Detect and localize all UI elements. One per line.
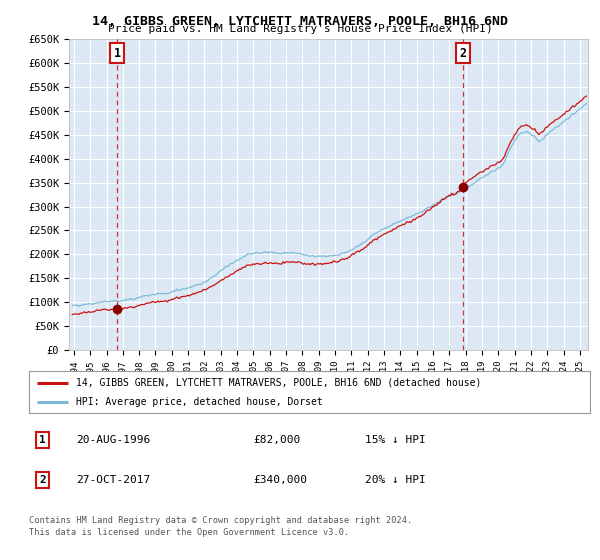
Text: 20% ↓ HPI: 20% ↓ HPI (365, 475, 426, 485)
Text: 27-OCT-2017: 27-OCT-2017 (76, 475, 151, 485)
Text: 1: 1 (40, 435, 46, 445)
Text: 1: 1 (113, 46, 121, 60)
Text: 14, GIBBS GREEN, LYTCHETT MATRAVERS, POOLE, BH16 6ND (detached house): 14, GIBBS GREEN, LYTCHETT MATRAVERS, POO… (76, 377, 482, 388)
Text: £340,000: £340,000 (253, 475, 307, 485)
Text: 2: 2 (459, 46, 466, 60)
Text: 20-AUG-1996: 20-AUG-1996 (76, 435, 151, 445)
Text: This data is licensed under the Open Government Licence v3.0.: This data is licensed under the Open Gov… (29, 528, 349, 536)
Text: Contains HM Land Registry data © Crown copyright and database right 2024.: Contains HM Land Registry data © Crown c… (29, 516, 412, 525)
Text: HPI: Average price, detached house, Dorset: HPI: Average price, detached house, Dors… (76, 397, 323, 407)
Text: 14, GIBBS GREEN, LYTCHETT MATRAVERS, POOLE, BH16 6ND: 14, GIBBS GREEN, LYTCHETT MATRAVERS, POO… (92, 15, 508, 27)
Text: Price paid vs. HM Land Registry's House Price Index (HPI): Price paid vs. HM Land Registry's House … (107, 24, 493, 34)
Text: 2: 2 (40, 475, 46, 485)
Text: £82,000: £82,000 (253, 435, 301, 445)
Text: 15% ↓ HPI: 15% ↓ HPI (365, 435, 426, 445)
